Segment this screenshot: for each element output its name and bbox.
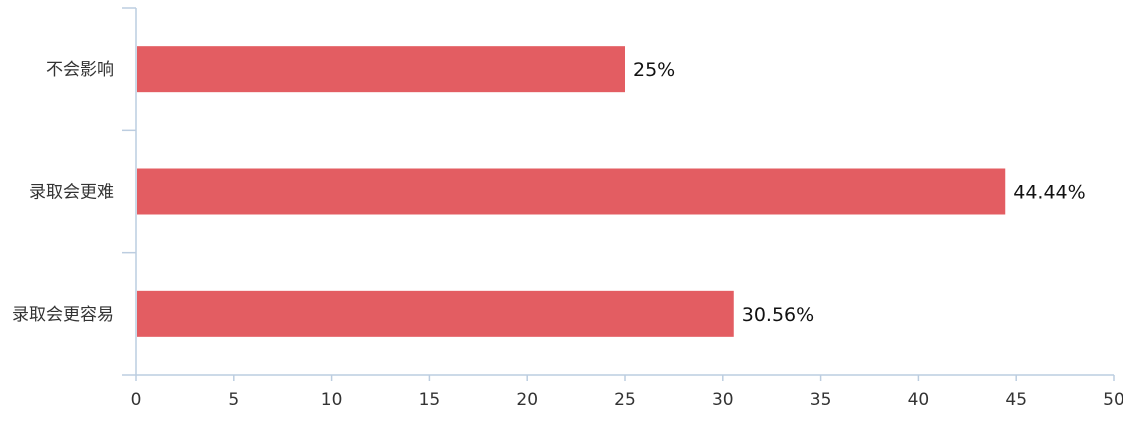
bar [137, 46, 625, 93]
bar [137, 168, 1006, 215]
bar [137, 290, 734, 337]
x-tick-label: 10 [321, 390, 343, 410]
x-tick-label: 0 [131, 390, 142, 410]
category-label: 录取会更难 [29, 183, 114, 203]
data-label: 25% [633, 59, 675, 81]
bars [137, 46, 1006, 337]
data-label: 30.56% [742, 304, 814, 326]
x-tick-label: 20 [516, 390, 538, 410]
category-label: 录取会更容易 [12, 305, 114, 325]
x-tick-label: 25 [614, 390, 636, 410]
labels: 0 5 10 15 20 25 30 35 40 45 50 不会影响 25% 录取会更难 44.44% 录取… [12, 59, 1123, 410]
axes [122, 7, 1115, 381]
category-label: 不会影响 [46, 60, 114, 80]
data-label: 44.44% [1013, 182, 1085, 204]
x-tick-label: 45 [1005, 390, 1027, 410]
x-tick-label: 35 [810, 390, 832, 410]
x-tick-label: 50 [1103, 390, 1123, 410]
x-tick-label: 15 [419, 390, 441, 410]
x-tick-label: 30 [712, 390, 734, 410]
x-tick-label: 5 [228, 390, 239, 410]
x-tick-label: 40 [908, 390, 930, 410]
